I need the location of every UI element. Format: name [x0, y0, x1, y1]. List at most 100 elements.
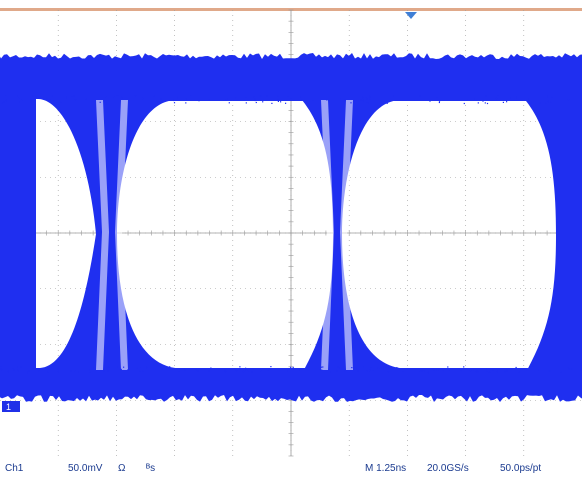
noise-speck [369, 95, 371, 98]
noise-speck [113, 96, 115, 98]
noise-speck [7, 370, 9, 373]
noise-speck [370, 367, 372, 369]
noise-speck [47, 371, 49, 373]
noise-speck [8, 371, 10, 373]
noise-speck [26, 371, 28, 374]
noise-speck [247, 370, 249, 372]
noise-speck [235, 369, 237, 371]
noise-speck [17, 95, 19, 97]
noise-speck [32, 95, 34, 97]
noise-speck [421, 370, 423, 372]
noise-speck [51, 95, 53, 97]
noise-speck [506, 369, 508, 371]
noise-speck [550, 101, 552, 103]
noise-speck [285, 102, 287, 104]
noise-speck [382, 366, 384, 368]
noise-speck [312, 99, 314, 101]
noise-speck [293, 368, 295, 370]
noise-speck [539, 102, 541, 104]
noise-speck [473, 98, 475, 100]
noise-speck [200, 368, 202, 370]
noise-speck [0, 366, 2, 368]
noise-speck [355, 368, 357, 370]
noise-speck [379, 367, 382, 369]
noise-speck [486, 370, 488, 372]
noise-speck [351, 367, 353, 369]
noise-speck [383, 368, 385, 370]
noise-speck [551, 96, 553, 98]
noise-speck [419, 370, 421, 372]
noise-speck [388, 367, 390, 369]
noise-speck [330, 371, 332, 373]
noise-speck [532, 366, 534, 368]
resolution-label: 50.0ps/pt [500, 463, 541, 474]
noise-speck [287, 95, 289, 97]
noise-speck [463, 366, 465, 368]
noise-speck [73, 95, 75, 97]
noise-speck [119, 368, 121, 370]
noise-speck [176, 96, 178, 98]
noise-speck [28, 370, 30, 372]
noise-speck [355, 366, 357, 368]
noise-speck [372, 369, 374, 371]
noise-speck [344, 99, 346, 101]
noise-speck [195, 369, 197, 371]
noise-speck [518, 371, 520, 373]
noise-speck [266, 95, 268, 97]
noise-speck [270, 368, 272, 370]
noise-speck [429, 100, 431, 102]
noise-speck [70, 370, 72, 372]
noise-speck [504, 370, 506, 373]
noise-speck [495, 97, 498, 100]
noise-speck [436, 97, 438, 99]
noise-speck [120, 96, 122, 98]
noise-speck [516, 96, 518, 99]
noise-speck [235, 97, 237, 99]
noise-speck [57, 367, 60, 369]
noise-speck [38, 369, 40, 372]
noise-speck [387, 371, 389, 373]
noise-speck [160, 98, 162, 100]
noise-speck [442, 370, 444, 372]
noise-speck [385, 366, 387, 368]
volts-per-div-label: 50.0mV [68, 463, 103, 474]
noise-speck [245, 102, 247, 104]
noise-speck [176, 97, 178, 99]
noise-speck [71, 95, 73, 97]
ground-level-marker-label: 1 [6, 402, 11, 412]
noise-speck [506, 370, 508, 372]
noise-speck [208, 370, 210, 372]
noise-speck [235, 370, 238, 372]
noise-speck [362, 96, 364, 99]
noise-speck [17, 370, 19, 372]
noise-speck [482, 100, 484, 102]
channel-label: Ch1 [5, 463, 24, 474]
noise-speck [253, 95, 255, 97]
noise-speck [506, 101, 508, 103]
noise-speck [3, 101, 5, 103]
noise-speck [336, 369, 338, 371]
noise-speck [270, 366, 272, 368]
noise-speck [89, 369, 91, 371]
noise-speck [369, 98, 371, 100]
noise-speck [337, 366, 339, 368]
noise-speck [57, 370, 59, 373]
noise-speck [203, 368, 206, 370]
noise-speck [169, 366, 171, 368]
noise-speck [85, 98, 87, 100]
noise-speck [254, 99, 256, 102]
noise-speck [321, 369, 323, 371]
bandwidth-label: ᴮs [146, 463, 155, 474]
noise-speck [365, 97, 367, 99]
noise-speck [120, 368, 122, 370]
noise-speck [484, 102, 486, 104]
noise-speck [369, 369, 371, 371]
noise-speck [254, 98, 256, 100]
eye-pattern [0, 53, 582, 402]
noise-speck [198, 100, 200, 102]
noise-speck [336, 370, 338, 372]
noise-speck [107, 366, 110, 368]
noise-speck [466, 99, 468, 101]
noise-speck [463, 102, 465, 105]
noise-speck [432, 368, 434, 370]
